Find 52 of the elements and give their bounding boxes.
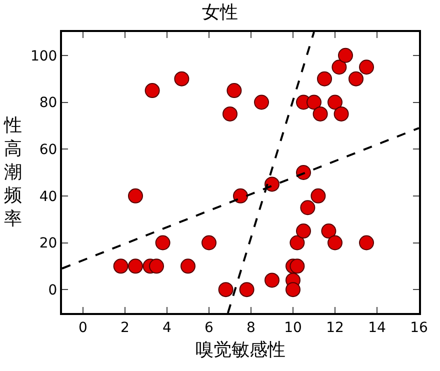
point	[226, 83, 242, 98]
point	[348, 71, 364, 86]
x-tick-label: 10	[284, 320, 302, 336]
point	[317, 71, 332, 86]
point	[290, 258, 305, 274]
x-tick-label: 12	[326, 320, 344, 336]
point	[144, 83, 160, 98]
x-axis-title: 嗅觉敏感性	[196, 339, 286, 360]
point	[328, 235, 342, 250]
point	[149, 258, 164, 274]
point	[321, 224, 336, 239]
point	[264, 272, 280, 288]
y-tick-label: 60	[39, 142, 58, 158]
point	[312, 106, 328, 122]
y-tick-label: 40	[39, 188, 58, 205]
point	[306, 94, 322, 110]
x-tick-label: 16	[410, 320, 428, 336]
y-tick-label: 20	[39, 236, 58, 252]
point	[254, 94, 269, 110]
point	[202, 235, 216, 250]
point	[128, 188, 143, 204]
chart-title: 女性	[202, 2, 238, 24]
point	[338, 48, 353, 63]
x-tick-label: 6	[204, 320, 214, 336]
point	[128, 258, 143, 274]
point	[328, 94, 342, 110]
x-tick-label: 2	[120, 320, 130, 336]
point	[286, 282, 300, 298]
x-tick-label: 4	[162, 320, 172, 336]
point	[359, 235, 374, 250]
point	[300, 200, 316, 216]
x-tick-label: 8	[246, 320, 256, 336]
point	[155, 235, 170, 250]
point	[233, 188, 248, 204]
y-tick-label: 0	[48, 282, 58, 298]
point	[359, 60, 374, 75]
point	[218, 282, 234, 298]
y-axis-title: 性高潮频率	[3, 115, 22, 230]
point	[296, 224, 311, 239]
point	[174, 71, 190, 86]
x-tick-label: 0	[78, 320, 88, 336]
point	[180, 258, 196, 274]
point	[290, 235, 305, 250]
point	[222, 106, 238, 122]
point	[239, 282, 254, 298]
point	[334, 106, 349, 122]
point	[332, 60, 347, 75]
point	[310, 188, 326, 204]
point	[113, 258, 128, 274]
x-tick-label: 14	[368, 320, 386, 336]
y-tick-label: 100	[30, 48, 58, 64]
y-tick-label: 80	[39, 95, 58, 112]
